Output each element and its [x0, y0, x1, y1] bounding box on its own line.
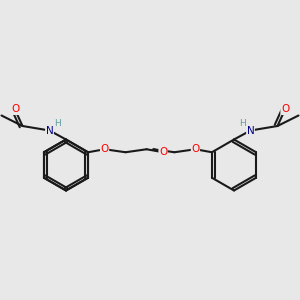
Text: O: O [11, 104, 19, 115]
Text: O: O [159, 147, 167, 157]
Text: O: O [281, 104, 289, 115]
Text: H: H [55, 119, 61, 128]
Text: N: N [46, 125, 53, 136]
Text: H: H [239, 119, 245, 128]
Text: N: N [247, 125, 254, 136]
Text: O: O [191, 144, 200, 154]
Text: O: O [100, 144, 109, 154]
